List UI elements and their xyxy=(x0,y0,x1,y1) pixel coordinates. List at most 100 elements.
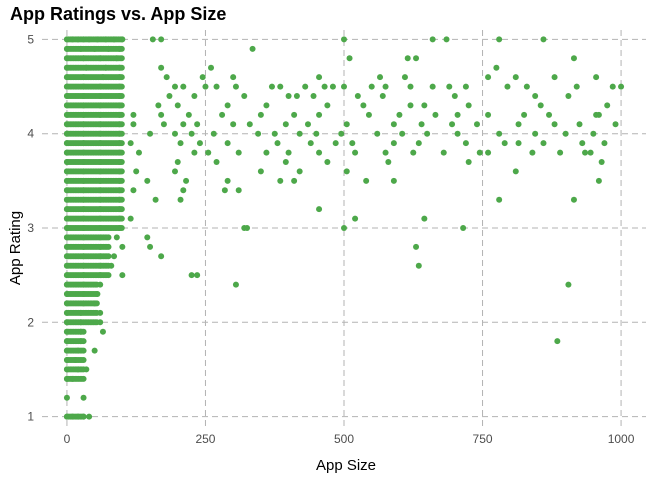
data-point xyxy=(80,375,87,382)
data-point xyxy=(180,121,187,128)
data-point xyxy=(523,83,530,90)
data-point xyxy=(521,111,528,118)
data-point xyxy=(119,272,126,279)
data-point xyxy=(130,121,137,128)
data-point xyxy=(515,140,522,147)
data-point xyxy=(230,121,237,128)
data-point xyxy=(91,347,98,354)
data-point xyxy=(515,121,522,128)
data-point xyxy=(407,102,414,109)
data-point xyxy=(135,149,142,156)
data-point xyxy=(532,130,539,137)
data-point xyxy=(354,93,361,99)
y-tick-label: 1 xyxy=(27,410,34,424)
data-point xyxy=(174,159,181,165)
data-point xyxy=(155,102,162,109)
data-point xyxy=(232,83,239,90)
data-point xyxy=(118,187,125,194)
data-point xyxy=(595,111,602,118)
data-point xyxy=(105,272,112,279)
data-point xyxy=(473,121,480,128)
data-point xyxy=(118,36,125,43)
data-point xyxy=(171,83,178,90)
data-point xyxy=(285,93,292,99)
x-tick-label: 500 xyxy=(334,432,354,446)
data-point xyxy=(399,130,406,137)
data-point xyxy=(118,130,125,137)
data-point xyxy=(579,140,586,147)
data-point xyxy=(271,130,278,137)
data-point xyxy=(465,102,472,109)
chart-title: App Ratings vs. App Size xyxy=(10,4,227,24)
data-point xyxy=(158,111,165,118)
data-point xyxy=(118,55,125,62)
data-point xyxy=(263,149,270,156)
data-point xyxy=(598,159,605,165)
data-point xyxy=(341,83,347,90)
data-point xyxy=(576,121,583,128)
data-point xyxy=(307,140,314,147)
data-point xyxy=(86,413,93,420)
data-point xyxy=(111,253,118,260)
x-tick-label: 750 xyxy=(473,432,493,446)
data-point xyxy=(194,272,201,279)
data-point xyxy=(118,206,125,213)
data-point xyxy=(343,168,350,175)
data-point xyxy=(554,338,561,345)
data-point xyxy=(268,83,275,90)
data-point xyxy=(80,357,87,363)
data-point xyxy=(208,64,215,71)
data-point xyxy=(118,93,125,99)
data-point xyxy=(496,36,503,43)
data-point xyxy=(396,111,403,118)
data-point xyxy=(377,74,384,81)
data-point xyxy=(429,36,436,43)
data-point xyxy=(255,130,262,137)
data-point xyxy=(413,243,420,250)
data-point xyxy=(407,83,414,90)
data-point xyxy=(118,102,125,109)
data-point xyxy=(570,55,577,62)
data-point xyxy=(144,234,151,241)
data-point xyxy=(601,140,608,147)
data-point xyxy=(338,130,345,137)
data-point xyxy=(451,93,458,99)
data-point xyxy=(413,55,420,62)
data-point xyxy=(316,74,323,81)
data-point xyxy=(612,121,619,128)
data-point xyxy=(374,130,381,137)
data-point xyxy=(562,130,569,137)
y-tick-label: 5 xyxy=(27,32,34,46)
data-point xyxy=(341,225,347,231)
data-point xyxy=(321,83,328,90)
data-point xyxy=(551,121,558,128)
data-point xyxy=(118,64,125,71)
data-point xyxy=(118,45,125,52)
data-point xyxy=(291,177,298,184)
data-point xyxy=(454,111,461,118)
y-tick-label: 2 xyxy=(27,315,34,329)
data-point xyxy=(210,130,217,137)
data-point xyxy=(180,187,187,194)
data-point xyxy=(313,130,320,137)
data-point xyxy=(118,159,125,165)
data-point xyxy=(113,234,120,241)
data-point xyxy=(390,177,397,184)
data-point xyxy=(235,149,242,156)
data-point xyxy=(224,102,231,109)
data-point xyxy=(199,74,206,81)
data-point xyxy=(118,140,125,147)
data-point xyxy=(118,74,125,81)
data-point xyxy=(618,83,625,90)
data-point xyxy=(274,140,281,147)
data-point xyxy=(485,111,492,118)
data-point xyxy=(174,102,181,109)
data-point xyxy=(418,121,425,128)
data-point xyxy=(401,74,408,81)
data-point xyxy=(346,55,353,62)
data-point xyxy=(80,338,87,345)
data-point xyxy=(118,83,125,90)
data-point xyxy=(105,234,112,241)
data-point xyxy=(147,243,154,250)
data-point xyxy=(512,168,519,175)
